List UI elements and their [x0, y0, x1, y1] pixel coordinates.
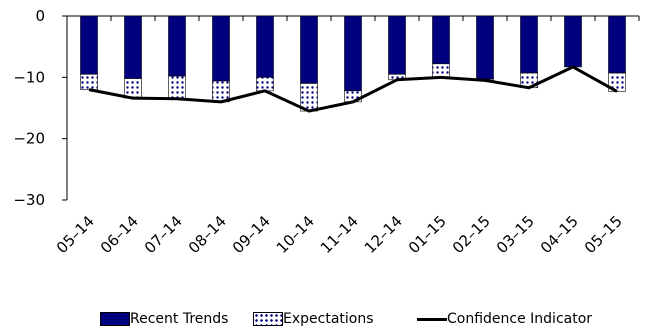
bar-expectations-06-14: [124, 78, 142, 99]
bar-recent-trends-05-15: [608, 15, 626, 74]
bar-recent-trends-02-15: [476, 15, 494, 80]
bar-expectations-01-15: [432, 63, 450, 78]
bar-recent-trends-12-14: [388, 15, 406, 75]
bar-expectations-05-14: [80, 73, 98, 90]
legend-label-expectations: Expectations: [283, 311, 374, 327]
bar-recent-trends-06-14: [124, 15, 142, 79]
legend-item-recent-trends: Recent Trends: [100, 308, 228, 330]
bar-expectations-09-14: [256, 77, 274, 92]
line-confidence-indicator: [88, 65, 618, 113]
bar-recent-trends-11-14: [344, 15, 362, 92]
x-tick-label-03-15: 03–15: [493, 212, 538, 257]
y-tick-label: −30: [13, 191, 45, 209]
x-tick-label-10-14: 10–14: [273, 212, 318, 257]
x-tick-label-07-14: 07–14: [141, 212, 186, 257]
x-tick-label-06-14: 06–14: [97, 212, 142, 257]
x-tick-label-08-14: 08–14: [185, 212, 230, 257]
legend-item-confidence-indicator: Confidence Indicator: [417, 308, 592, 330]
bar-recent-trends-08-14: [212, 15, 230, 82]
bar-expectations-08-14: [212, 80, 230, 103]
bar-recent-trends-07-14: [168, 15, 186, 77]
x-tick-label-12-14: 12–14: [361, 212, 406, 257]
x-tick-label-04-15: 04–15: [537, 212, 582, 257]
y-tick-label: 0: [35, 7, 45, 25]
legend-label-confidence-indicator: Confidence Indicator: [447, 311, 593, 327]
legend-swatch-confidence-indicator: [417, 317, 447, 321]
y-tick-label: −20: [13, 130, 45, 148]
x-tick-label-02-15: 02–15: [449, 212, 494, 257]
legend-label-recent-trends: Recent Trends: [130, 311, 229, 327]
x-tick-label-05-14: 05–14: [53, 212, 98, 257]
plot-area: 0 −10 −20 −30 05–1406–1407–1408–1409–1410–14…: [13, 7, 640, 257]
legend: Recent Trends Expectations Confidence In…: [100, 308, 640, 330]
x-tick-label-05-15: 05–15: [581, 212, 626, 257]
y-tick-label: −10: [13, 68, 45, 86]
x-tick-label-11-14: 11–14: [317, 212, 362, 257]
bar-expectations-07-14: [168, 75, 186, 100]
x-tick-label-01-15: 01–15: [405, 212, 450, 257]
bar-recent-trends-03-15: [520, 15, 538, 74]
bar-recent-trends-05-14: [80, 15, 98, 75]
bar-recent-trends-04-15: [564, 15, 582, 68]
legend-item-expectations: Expectations: [253, 308, 374, 330]
legend-swatch-expectations: [253, 312, 283, 326]
legend-swatch-recent-trends: [100, 312, 130, 326]
x-tick-label-09-14: 09–14: [229, 212, 274, 257]
bar-recent-trends-09-14: [256, 15, 274, 78]
bar-recent-trends-01-15: [432, 15, 450, 65]
bar-recent-trends-10-14: [300, 15, 318, 84]
